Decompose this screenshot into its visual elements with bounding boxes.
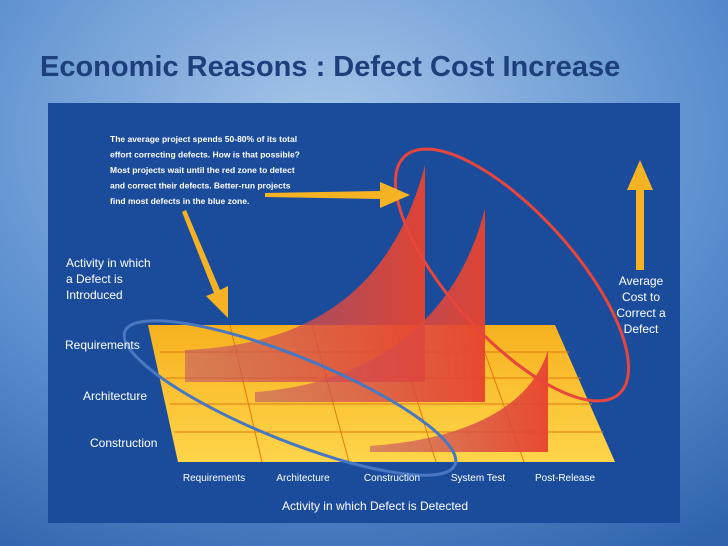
row-label: Construction bbox=[90, 436, 157, 450]
column-label: Construction bbox=[364, 473, 420, 484]
blue-zone bbox=[122, 319, 458, 477]
column-label: Architecture bbox=[276, 473, 330, 484]
annotation-line: The average project spends 50-80% of its… bbox=[110, 134, 297, 144]
annotation-line: Most projects wait until the red zone to… bbox=[110, 165, 295, 175]
title: Economic Reasons : Defect Cost Increase bbox=[40, 51, 620, 83]
row-label: Architecture bbox=[83, 389, 147, 403]
cost-label-line: Average bbox=[619, 274, 664, 288]
detected-axis-title: Activity in which Defect is Detected bbox=[282, 499, 468, 513]
column-label: Requirements bbox=[183, 473, 245, 484]
annotation-line: effort correcting defects. How is that p… bbox=[110, 150, 300, 160]
cost-label-line: Cost to bbox=[622, 290, 660, 304]
cost-label-line: Defect bbox=[624, 322, 659, 336]
row-labels: Requirements Architecture Construction bbox=[65, 338, 157, 450]
annotation: The average project spends 50-80% of its… bbox=[110, 134, 300, 206]
column-label: Post-Release bbox=[535, 473, 595, 484]
cost-label: Average Cost to Correct a Defect bbox=[616, 274, 666, 336]
introduced-axis-title: Activity in which a Defect is Introduced bbox=[66, 256, 151, 302]
axis-title-line: Introduced bbox=[66, 288, 123, 302]
cost-label-line: Correct a bbox=[616, 306, 666, 320]
axis-title-line: a Defect is bbox=[66, 272, 123, 286]
axis-title-line: Activity in which bbox=[66, 256, 151, 270]
cost-curve bbox=[185, 165, 425, 382]
arrows bbox=[182, 160, 653, 318]
row-label: Requirements bbox=[65, 338, 140, 352]
annotation-line: find most defects in the blue zone. bbox=[110, 196, 249, 206]
red-zone bbox=[393, 147, 631, 403]
cost-curve bbox=[370, 350, 548, 452]
cost-curve bbox=[255, 208, 485, 402]
column-label: System Test bbox=[451, 473, 505, 484]
annotation-line: and correct their defects. Better-run pr… bbox=[110, 181, 291, 191]
column-labels: Requirements Architecture Construction Syst… bbox=[183, 473, 596, 484]
